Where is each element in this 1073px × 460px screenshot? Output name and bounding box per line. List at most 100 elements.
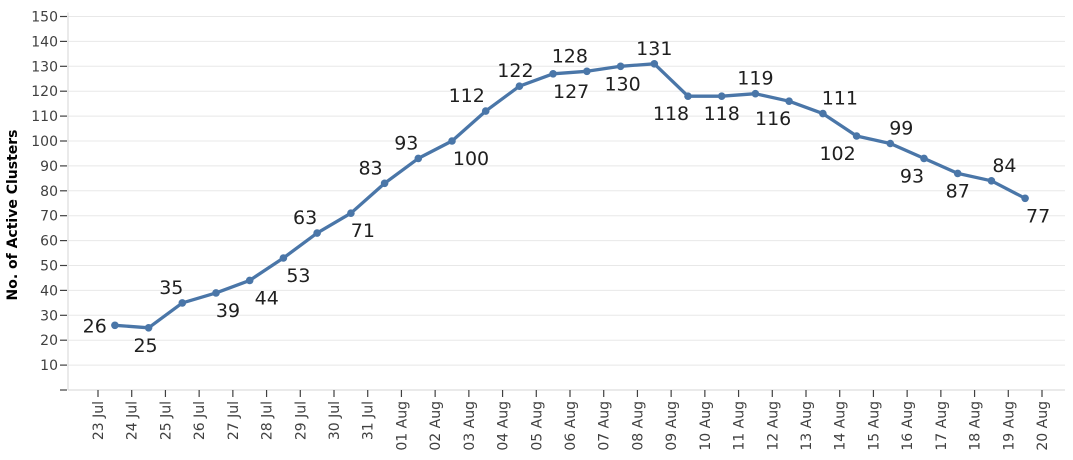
x-tick-label: 25 Jul (158, 401, 174, 440)
data-point-label: 83 (358, 157, 382, 179)
data-point-label: 63 (293, 207, 317, 229)
data-point-marker (178, 299, 187, 307)
data-point-label: 122 (497, 60, 533, 82)
data-point-marker (616, 62, 625, 71)
data-point-label: 44 (255, 287, 279, 309)
data-point-marker (953, 169, 962, 178)
data-point-marker (111, 321, 119, 330)
x-tick-label: 23 Jul (91, 401, 107, 440)
x-tick-label: 26 Jul (192, 401, 208, 440)
data-point-label: 99 (889, 117, 913, 139)
data-point-label: 127 (553, 81, 589, 103)
x-tick-label: 18 Aug (968, 401, 984, 451)
data-point-label: 84 (992, 155, 1016, 177)
data-point-label: 93 (900, 165, 924, 187)
x-tick-label: 28 Jul (260, 401, 276, 440)
data-point-label: 87 (946, 180, 970, 202)
data-point-label: 39 (216, 300, 240, 322)
y-tick-label: 20 (40, 333, 58, 349)
y-axis-title: No. of Active Clusters (5, 129, 21, 300)
data-point-label: 26 (83, 315, 107, 337)
data-point-label: 102 (819, 143, 855, 165)
data-point-label: 131 (636, 38, 672, 60)
data-point-marker (583, 67, 591, 76)
data-point-label: 77 (1026, 205, 1050, 227)
data-point-marker (684, 92, 692, 100)
x-tick-label: 15 Aug (866, 401, 882, 451)
y-tick-label: 70 (40, 209, 58, 225)
x-tick-label: 19 Aug (1001, 401, 1017, 451)
x-tick-label: 04 Aug (496, 401, 512, 451)
data-point-marker (515, 82, 524, 90)
data-point-label: 100 (453, 148, 489, 170)
y-tick-label: 90 (40, 159, 58, 175)
data-point-label: 53 (286, 265, 310, 287)
data-point-label: 35 (159, 277, 183, 299)
series-line (113, 62, 1027, 330)
x-tick-label: 08 Aug (630, 401, 646, 451)
x-tick-label: 07 Aug (597, 401, 613, 451)
data-point-marker (751, 89, 760, 98)
data-point-marker (852, 132, 861, 140)
data-point-marker (886, 139, 895, 148)
y-tick-label: 50 (40, 259, 58, 275)
x-tick-label: 12 Aug (765, 401, 781, 451)
x-tick-label: 16 Aug (900, 401, 916, 451)
data-point-label: 130 (604, 73, 640, 95)
data-point-marker (717, 92, 726, 100)
x-tick-label: 31 Jul (361, 401, 377, 440)
y-tick-label: 10 (40, 358, 58, 374)
x-tick-label: 13 Aug (799, 401, 815, 451)
data-point-label: 128 (552, 45, 588, 67)
x-tick-label: 11 Aug (732, 401, 748, 451)
data-point-label: 71 (351, 220, 375, 242)
y-tick-label: 40 (40, 283, 58, 299)
x-tick-label: 24 Jul (125, 401, 141, 440)
data-point-marker (144, 324, 153, 332)
data-point-marker (1021, 194, 1029, 203)
x-tick-label: 09 Aug (664, 401, 680, 451)
y-tick-label: 150 (31, 10, 58, 26)
y-tick-label: 30 (40, 308, 58, 324)
data-point-marker (819, 109, 827, 118)
x-tick-label: 06 Aug (563, 401, 579, 451)
data-point-label: 112 (449, 85, 485, 107)
y-tick-label: 120 (31, 84, 58, 100)
x-tick-label: 05 Aug (529, 401, 545, 451)
data-point-marker (414, 154, 423, 163)
x-tick-label: 29 Jul (293, 401, 309, 440)
data-point-marker (549, 70, 557, 78)
data-point-label: 25 (133, 335, 157, 357)
data-point-label: 118 (653, 103, 689, 125)
chart-plot-group: 10 20 30 40 50 60 70 80 90 100 110 120 130 140 150 23 J… (31, 10, 1065, 451)
data-point-marker (448, 137, 456, 145)
x-tick-label: 14 Aug (833, 401, 849, 451)
x-tick-label: 27 Jul (226, 401, 242, 440)
x-tick-label: 03 Aug (462, 401, 478, 451)
data-point-label: 111 (822, 88, 858, 110)
data-point-marker (347, 209, 355, 217)
x-tick-label: 01 Aug (394, 401, 410, 451)
data-point-label: 118 (704, 103, 740, 125)
y-tick-label: 60 (40, 234, 58, 250)
y-tick-label: 100 (31, 134, 58, 150)
data-point-marker (279, 254, 288, 262)
data-point-marker (481, 107, 490, 115)
y-tick-label: 110 (31, 109, 58, 125)
x-tick-label: 30 Jul (327, 401, 343, 440)
data-point-marker (987, 177, 996, 185)
x-tick-label: 02 Aug (428, 401, 444, 451)
data-point-marker (313, 229, 321, 237)
x-tick-label: 20 Aug (1035, 401, 1051, 451)
data-point-marker (380, 179, 389, 188)
data-point-marker (245, 276, 254, 285)
x-tick-label: 17 Aug (934, 401, 950, 451)
x-tick-label: 10 Aug (698, 401, 714, 451)
data-point-label: 93 (394, 132, 418, 154)
data-point-label: 116 (755, 108, 791, 130)
data-point-marker (785, 97, 793, 105)
data-point-marker (920, 154, 928, 163)
data-point-label: 119 (737, 68, 773, 90)
